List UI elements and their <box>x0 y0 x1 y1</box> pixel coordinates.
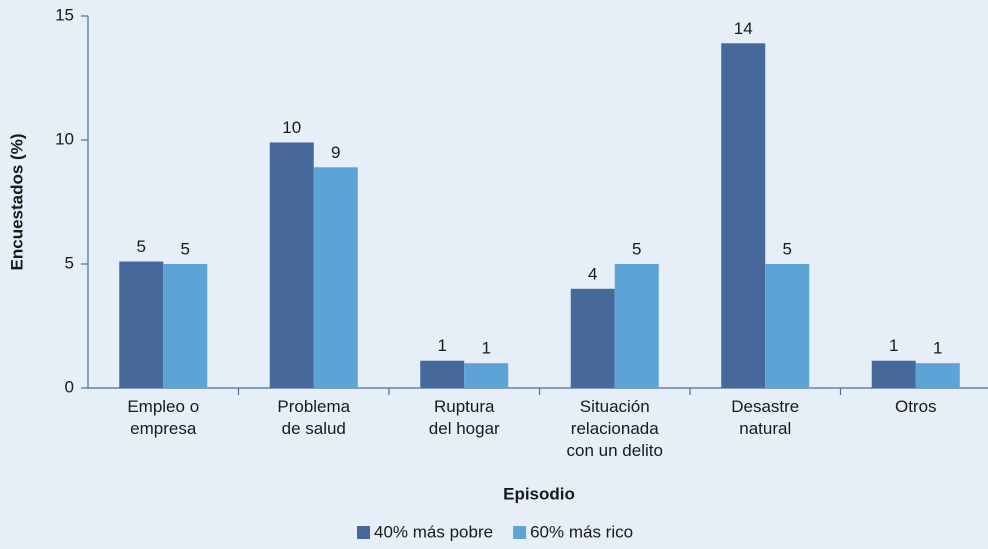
x-tick-label-line: con un delito <box>567 441 663 460</box>
x-tick-label-line: Otros <box>895 397 937 416</box>
x-tick-label: Desastre natural <box>731 397 799 438</box>
data-label: 5 <box>632 239 641 258</box>
x-tick-label-line: del hogar <box>429 419 500 438</box>
x-tick-label: Ruptura del hogar <box>429 397 500 438</box>
x-tick-label-line: relacionada <box>571 419 659 438</box>
y-tick-label: 5 <box>65 253 74 272</box>
x-tick-label: Empleo o empresa <box>127 397 199 438</box>
legend-swatch <box>357 526 370 539</box>
x-tick-label: Problema de salud <box>277 397 350 438</box>
x-tick-label: Situación relacionada con un delito <box>567 397 663 460</box>
x-tick-label-line: Situación <box>580 397 650 416</box>
x-tick-label-line: natural <box>739 419 791 438</box>
bar <box>871 360 916 388</box>
legend-label: 60% más rico <box>530 522 633 541</box>
y-tick-label: 0 <box>65 377 74 396</box>
x-tick-label-line: de salud <box>282 419 346 438</box>
legend-swatch <box>513 526 527 539</box>
data-label: 1 <box>889 336 898 355</box>
bar <box>163 264 208 388</box>
y-tick-label: 10 <box>55 129 74 148</box>
bar <box>765 264 810 388</box>
bar <box>570 288 615 388</box>
y-axis-title: Encuestados (%) <box>7 134 26 271</box>
data-label: 5 <box>181 239 190 258</box>
x-tick-label-line: Empleo o <box>127 397 199 416</box>
x-tick-label: Otros <box>895 397 937 416</box>
bar <box>313 167 358 388</box>
bar <box>614 264 659 388</box>
data-label: 1 <box>438 336 447 355</box>
x-axis-title: Episodio <box>503 484 575 503</box>
data-label: 1 <box>482 339 491 358</box>
data-label: 5 <box>783 239 792 258</box>
bar <box>269 142 314 388</box>
data-label: 10 <box>282 118 301 137</box>
data-label: 1 <box>933 339 942 358</box>
x-tick-label-line: Desastre <box>731 397 799 416</box>
data-label: 4 <box>588 264 597 283</box>
bar <box>464 363 509 388</box>
legend-label: 40% más pobre <box>374 522 493 541</box>
bar <box>119 261 164 388</box>
data-label: 14 <box>734 19 753 38</box>
bar <box>915 363 960 388</box>
x-tick-label-line: Problema <box>277 397 350 416</box>
x-tick-label-line: empresa <box>130 419 197 438</box>
data-label: 9 <box>331 143 340 162</box>
y-tick-label: 15 <box>55 5 74 24</box>
bar <box>420 360 465 388</box>
x-tick-label-line: Ruptura <box>434 397 495 416</box>
data-label: 5 <box>137 237 146 256</box>
bar <box>721 43 766 388</box>
